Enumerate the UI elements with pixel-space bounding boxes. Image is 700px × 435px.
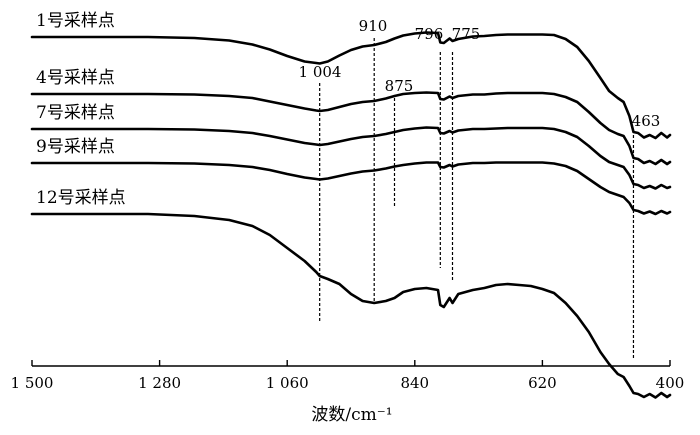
x-axis-title: 波数/cm⁻¹ xyxy=(311,405,392,425)
peak-label-5: 775 xyxy=(452,25,481,43)
series-label-3: 7号采样点 xyxy=(36,103,115,123)
series-line-4 xyxy=(30,161,672,216)
peak-labels: 1 004 910 875 796 775 463 xyxy=(299,17,661,130)
spectra-curves xyxy=(30,31,672,399)
x-tick-label-4: 840 xyxy=(400,374,429,392)
series-label-2: 4号采样点 xyxy=(36,68,115,88)
series-label-5: 12号采样点 xyxy=(36,188,126,208)
x-tick-label-6: 400 xyxy=(656,374,685,392)
peak-label-4: 796 xyxy=(415,25,444,43)
x-tick-label-2: 1 280 xyxy=(138,374,181,392)
peak-label-2: 910 xyxy=(359,17,388,35)
series-line-1 xyxy=(30,31,672,140)
x-axis-ticks: 1 500 1 280 1 060 840 620 400 xyxy=(11,360,685,392)
x-tick-label-3: 1 060 xyxy=(266,374,309,392)
series-line-3 xyxy=(30,126,672,190)
x-tick-label-5: 620 xyxy=(528,374,557,392)
peak-label-3: 875 xyxy=(385,77,414,95)
peak-label-6: 463 xyxy=(632,112,661,130)
peak-reference-lines xyxy=(319,38,635,359)
series-line-5 xyxy=(30,212,672,399)
series-line-2 xyxy=(30,91,672,166)
x-tick-label-1: 1 500 xyxy=(11,374,54,392)
series-label-1: 1号采样点 xyxy=(36,11,115,31)
series-labels: 1号采样点 4号采样点 7号采样点 9号采样点 12号采样点 xyxy=(36,11,126,208)
peak-label-1: 1 004 xyxy=(299,63,342,81)
series-label-4: 9号采样点 xyxy=(36,137,115,157)
